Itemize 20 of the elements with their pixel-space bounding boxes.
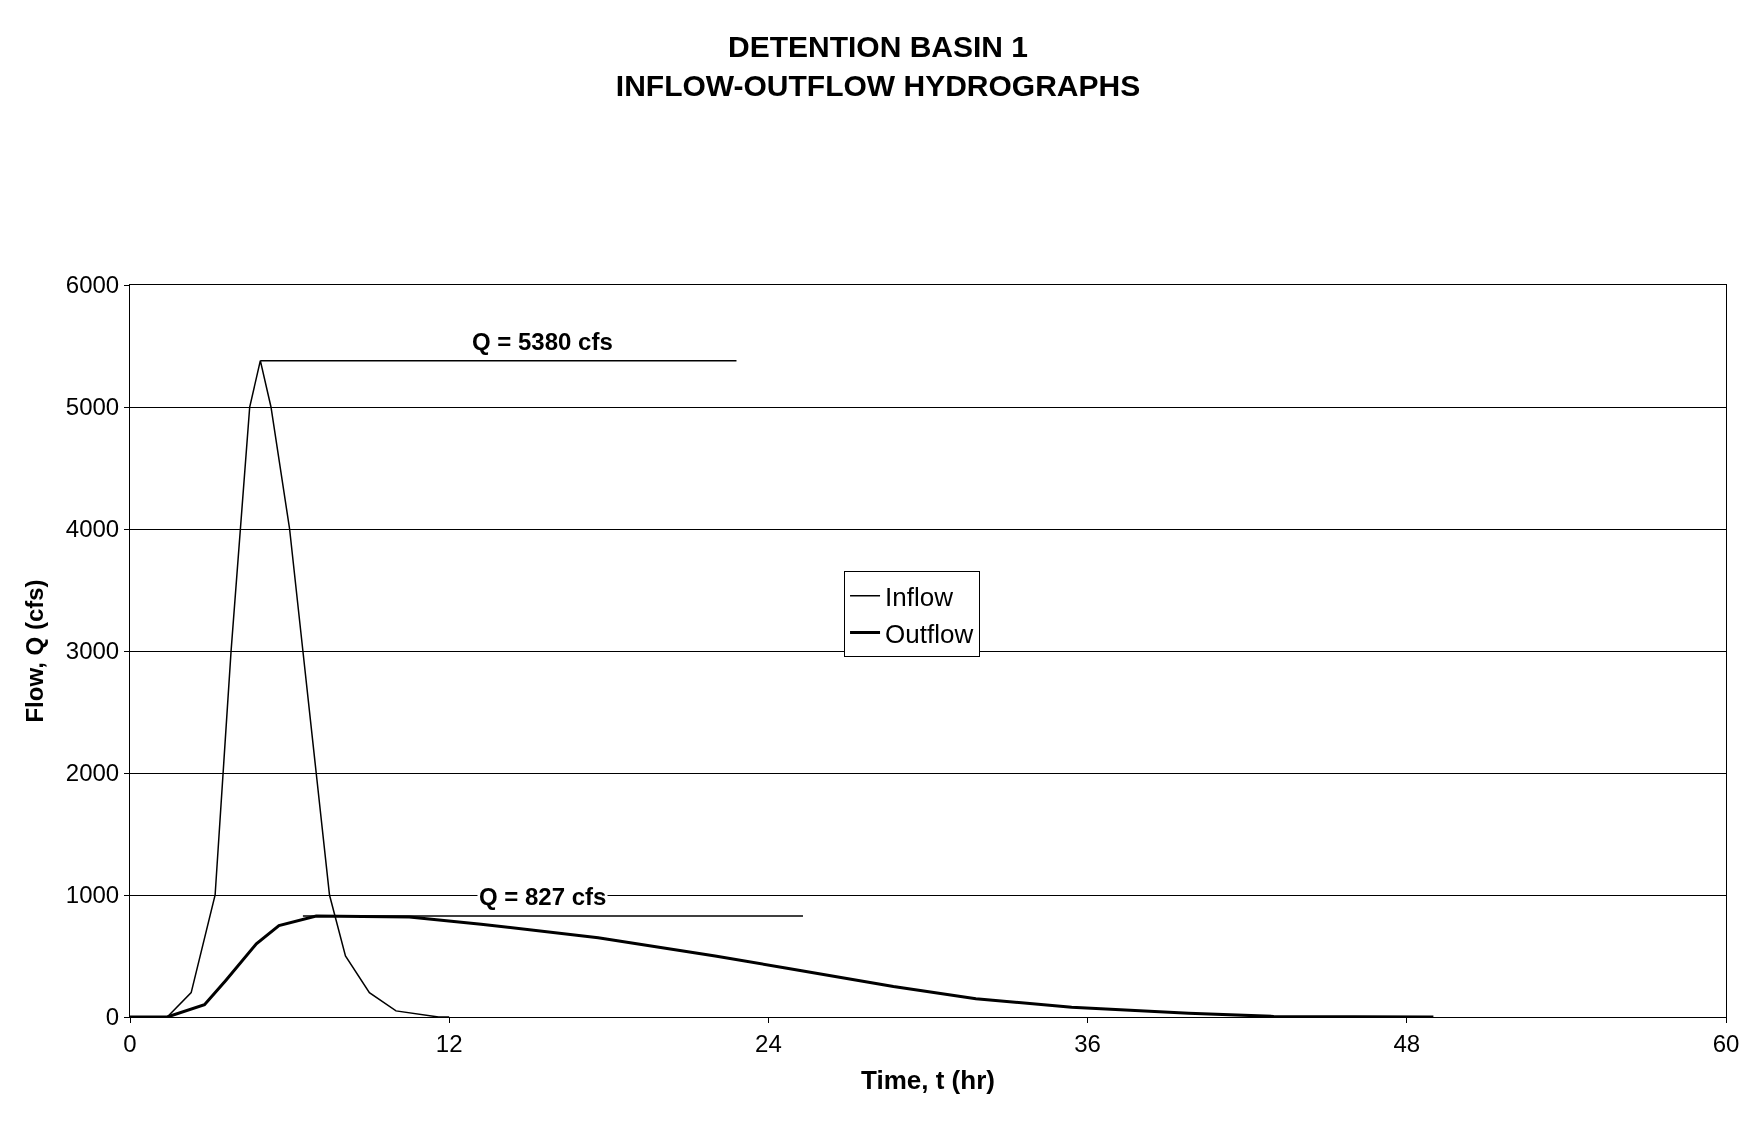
x-tick-label: 12	[435, 1029, 463, 1057]
annotation: Q = 827 cfs	[479, 883, 607, 910]
y-tick-label: 0	[105, 1003, 120, 1031]
legend-label: Outflow	[885, 618, 974, 649]
legend-label: Inflow	[885, 581, 954, 612]
x-tick-label: 60	[1712, 1029, 1740, 1057]
y-tick-label: 6000	[65, 271, 120, 299]
x-tick-label: 0	[123, 1029, 137, 1057]
y-tick-label: 3000	[65, 637, 120, 665]
chart-title: DETENTION BASIN 1 INFLOW-OUTFLOW HYDROGRAPHS	[615, 29, 1141, 102]
y-tick-label: 1000	[65, 881, 120, 909]
x-tick-label: 24	[755, 1029, 782, 1057]
x-tick-label: 36	[1074, 1029, 1101, 1057]
x-tick-label: 48	[1393, 1029, 1421, 1057]
y-tick-label: 2000	[65, 759, 120, 787]
annotation: Q = 5380 cfs	[472, 328, 613, 355]
x-axis-title: Time, t (hr)	[861, 1065, 995, 1096]
y-tick-label: 4000	[65, 515, 120, 543]
y-axis-title: Flow, Q (cfs)	[20, 579, 48, 723]
y-tick-label: 5000	[65, 393, 120, 421]
